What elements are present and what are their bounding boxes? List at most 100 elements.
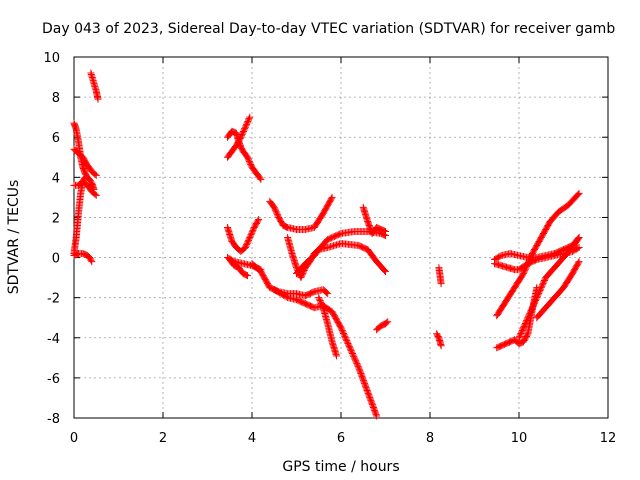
data-point (343, 337, 351, 345)
data-point (523, 262, 531, 270)
data-point (316, 297, 324, 305)
data-series (87, 69, 102, 103)
data-point (345, 342, 353, 350)
data-point (341, 332, 349, 340)
data-point (246, 232, 254, 240)
data-series (433, 330, 445, 350)
data-point (527, 252, 535, 260)
data-series (435, 264, 445, 288)
data-series (493, 189, 583, 320)
data-point (523, 331, 531, 339)
data-point (242, 271, 250, 279)
data-point (241, 123, 249, 131)
y-tick-label: 4 (52, 171, 60, 186)
data-point (349, 351, 357, 359)
x-tick-label: 4 (248, 431, 256, 446)
y-tick-label: -2 (47, 292, 60, 307)
data-point (516, 332, 524, 340)
data-point (527, 307, 535, 315)
data-point (347, 347, 355, 355)
data-point (528, 304, 536, 312)
data-point (522, 318, 530, 326)
data-point (574, 190, 582, 198)
data-point (340, 329, 348, 337)
data-point (383, 319, 391, 327)
data-point (519, 270, 527, 278)
data-point (239, 127, 247, 135)
data-point (532, 297, 540, 305)
data-point (324, 290, 332, 298)
data-point (328, 193, 336, 201)
data-point (338, 325, 346, 333)
data-point (373, 412, 381, 420)
data-point (248, 229, 256, 237)
data-point (518, 327, 526, 335)
data-point (238, 132, 246, 140)
data-point (247, 231, 255, 239)
data-point (354, 362, 362, 370)
data-point (298, 271, 306, 279)
data-point (521, 267, 529, 275)
data-point (244, 117, 252, 125)
data-point (530, 301, 538, 309)
data-point (515, 334, 523, 342)
x-axis-label: GPS time / hours (282, 459, 399, 475)
data-point (539, 279, 547, 287)
data-series (70, 250, 96, 266)
data-point (534, 291, 542, 299)
data-point (519, 325, 527, 333)
data-point (81, 173, 89, 181)
data-point (574, 259, 582, 267)
data-point (521, 319, 529, 327)
data-point (257, 175, 265, 183)
data-point (517, 329, 525, 337)
data-point (272, 206, 280, 214)
data-point (540, 278, 548, 286)
data-point (348, 350, 356, 358)
data-point (352, 358, 360, 366)
data-series (373, 318, 392, 334)
data-point (537, 285, 545, 293)
data-point (271, 205, 279, 213)
data-point (80, 175, 88, 183)
data-point (245, 156, 253, 164)
data-point (537, 284, 545, 292)
data-point (243, 120, 251, 128)
data-point (92, 171, 100, 179)
data-point (523, 261, 531, 269)
data-series (248, 260, 332, 300)
data-point (519, 324, 527, 332)
data-point (531, 298, 539, 306)
data-point (255, 215, 263, 223)
data-point (516, 331, 524, 339)
data-point (323, 289, 331, 297)
data-point (318, 301, 326, 309)
data-point (273, 209, 281, 217)
x-tick-label: 0 (70, 431, 78, 446)
data-point (333, 352, 341, 360)
data-point (244, 153, 252, 161)
data-point (244, 272, 252, 280)
data-points (70, 69, 583, 420)
data-point (526, 255, 534, 263)
data-point (241, 125, 249, 133)
y-tick-label: 0 (52, 252, 60, 267)
data-point (347, 345, 355, 353)
data-series (226, 256, 252, 280)
data-point (437, 342, 445, 350)
data-point (574, 235, 582, 243)
data-point (245, 158, 253, 166)
data-point (94, 95, 102, 103)
data-point (238, 130, 246, 138)
data-point (243, 119, 251, 127)
data-point (248, 228, 256, 236)
data-point (523, 315, 531, 323)
data-point (528, 305, 536, 313)
data-point (525, 311, 533, 319)
data-point (380, 227, 388, 235)
data-point (437, 280, 445, 288)
data-point (381, 266, 389, 274)
data-point (530, 299, 538, 307)
data-point (243, 241, 251, 249)
data-point (540, 276, 548, 284)
